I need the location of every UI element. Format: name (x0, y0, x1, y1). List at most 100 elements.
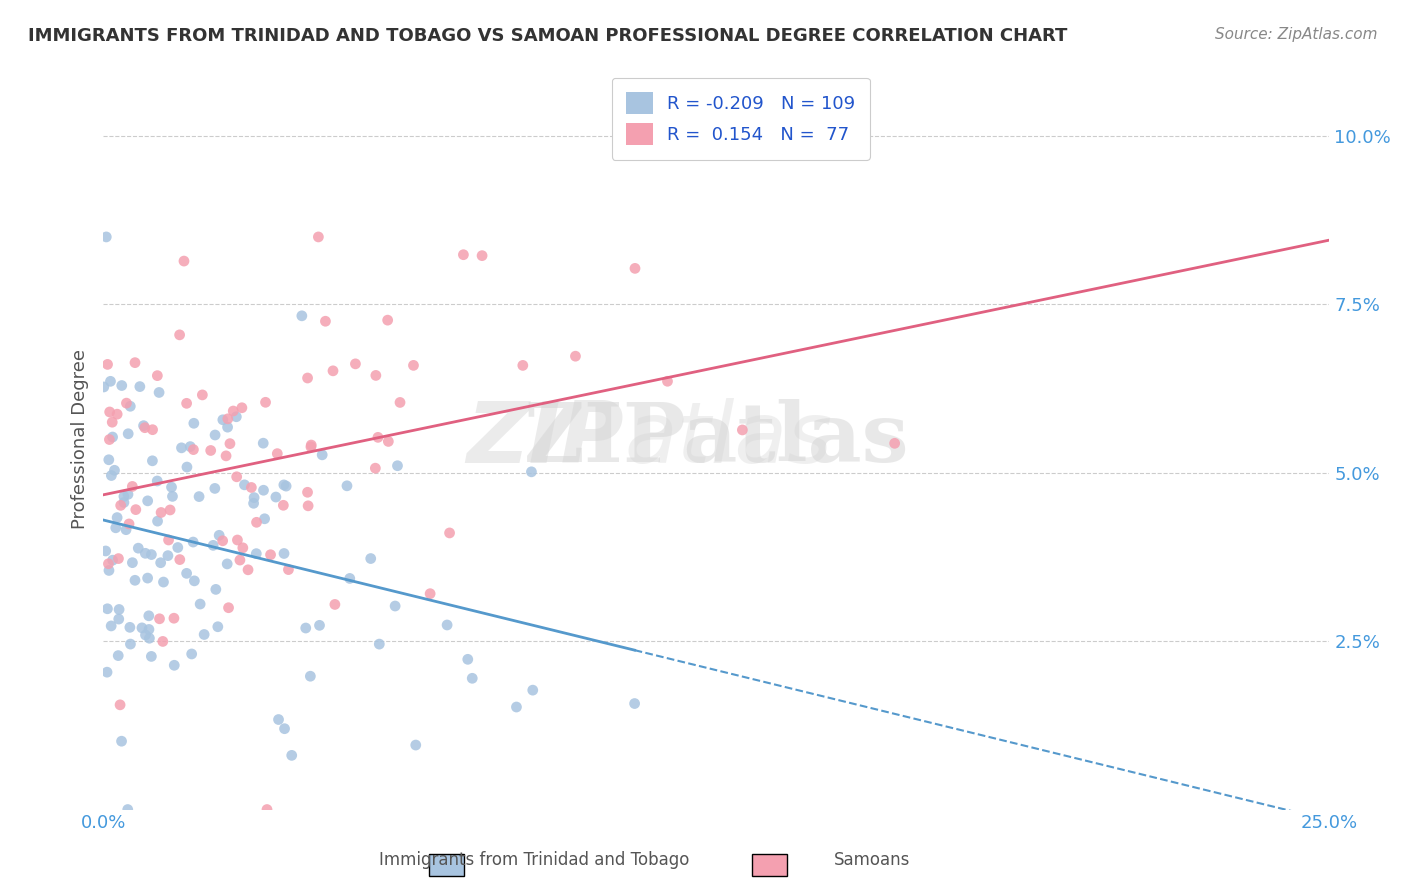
Point (138, 608, 160, 623)
Point (173, 254, 195, 268)
Point (522, 683, 544, 698)
Point (138, 632, 160, 646)
Point (136, 493, 159, 508)
Point (231, 401, 253, 415)
Point (157, 533, 180, 547)
Point (311, 448, 333, 462)
Point (110, 499, 132, 513)
Text: atlas: atlas (624, 398, 832, 481)
Point (242, 496, 264, 510)
Point (148, 385, 170, 400)
Point (264, 490, 287, 504)
Text: Samoans: Samoans (834, 851, 910, 869)
Point (233, 478, 256, 492)
Text: Immigrants from Trinidad and Tobago: Immigrants from Trinidad and Tobago (380, 851, 689, 869)
Point (166, 541, 188, 555)
Point (211, 533, 233, 548)
Point (152, 634, 174, 648)
Point (225, 409, 247, 424)
Point (225, 470, 247, 484)
Point (104, 521, 127, 535)
Point (273, 478, 295, 492)
Point (436, 618, 458, 632)
Point (183, 574, 205, 588)
Point (163, 658, 186, 673)
Text: IMMIGRANTS FROM TRINIDAD AND TOBAGO VS SAMOAN PROFESSIONAL DEGREE CORRELATION CH: IMMIGRANTS FROM TRINIDAD AND TOBAGO VS S… (28, 27, 1067, 45)
Point (505, 700, 527, 714)
Point (389, 395, 412, 409)
Point (273, 546, 295, 560)
Point (624, 261, 647, 276)
Point (146, 474, 169, 488)
Point (115, 396, 138, 410)
Point (204, 482, 226, 496)
Point (97, 564, 120, 578)
Point (176, 460, 198, 475)
Point (121, 556, 143, 570)
Point (148, 612, 170, 626)
Point (512, 359, 534, 373)
Point (162, 489, 184, 503)
Point (108, 602, 131, 616)
Point (360, 551, 382, 566)
Point (150, 506, 173, 520)
Point (97, 557, 120, 571)
Point (108, 698, 131, 712)
Point (217, 412, 239, 426)
Point (471, 249, 494, 263)
Point (100, 374, 122, 388)
Point (439, 525, 461, 540)
Point (307, 230, 329, 244)
Point (364, 368, 387, 383)
Point (142, 423, 165, 437)
Point (141, 649, 163, 664)
Point (236, 563, 259, 577)
Point (141, 548, 163, 562)
Point (336, 479, 359, 493)
Point (731, 423, 754, 437)
Point (120, 399, 142, 413)
Point (252, 483, 274, 498)
Point (121, 479, 143, 493)
Point (377, 434, 399, 449)
Point (267, 713, 290, 727)
Point (188, 490, 211, 504)
Point (179, 440, 201, 454)
Point (252, 436, 274, 450)
Point (520, 465, 543, 479)
Point (204, 428, 226, 442)
Point (211, 413, 233, 427)
Point (339, 571, 361, 585)
Point (273, 498, 295, 512)
Point (222, 404, 245, 418)
Point (141, 454, 163, 468)
Point (191, 388, 214, 402)
Point (156, 549, 179, 563)
Point (297, 499, 319, 513)
Point (377, 313, 399, 327)
Point (883, 436, 905, 450)
Point (169, 327, 191, 342)
Point (299, 440, 322, 454)
Point (107, 612, 129, 626)
Point (226, 533, 249, 547)
Point (127, 541, 149, 556)
Point (138, 623, 160, 637)
Point (159, 503, 181, 517)
Point (405, 738, 427, 752)
Point (120, 637, 142, 651)
Point (146, 368, 169, 383)
Point (274, 479, 297, 493)
Point (207, 620, 229, 634)
Point (453, 248, 475, 262)
Point (253, 512, 276, 526)
Point (180, 647, 202, 661)
Point (176, 566, 198, 581)
Point (229, 553, 252, 567)
Point (93, 380, 115, 394)
Point (256, 803, 278, 817)
Point (202, 538, 225, 552)
Point (219, 436, 242, 450)
Point (134, 420, 156, 434)
Point (169, 552, 191, 566)
